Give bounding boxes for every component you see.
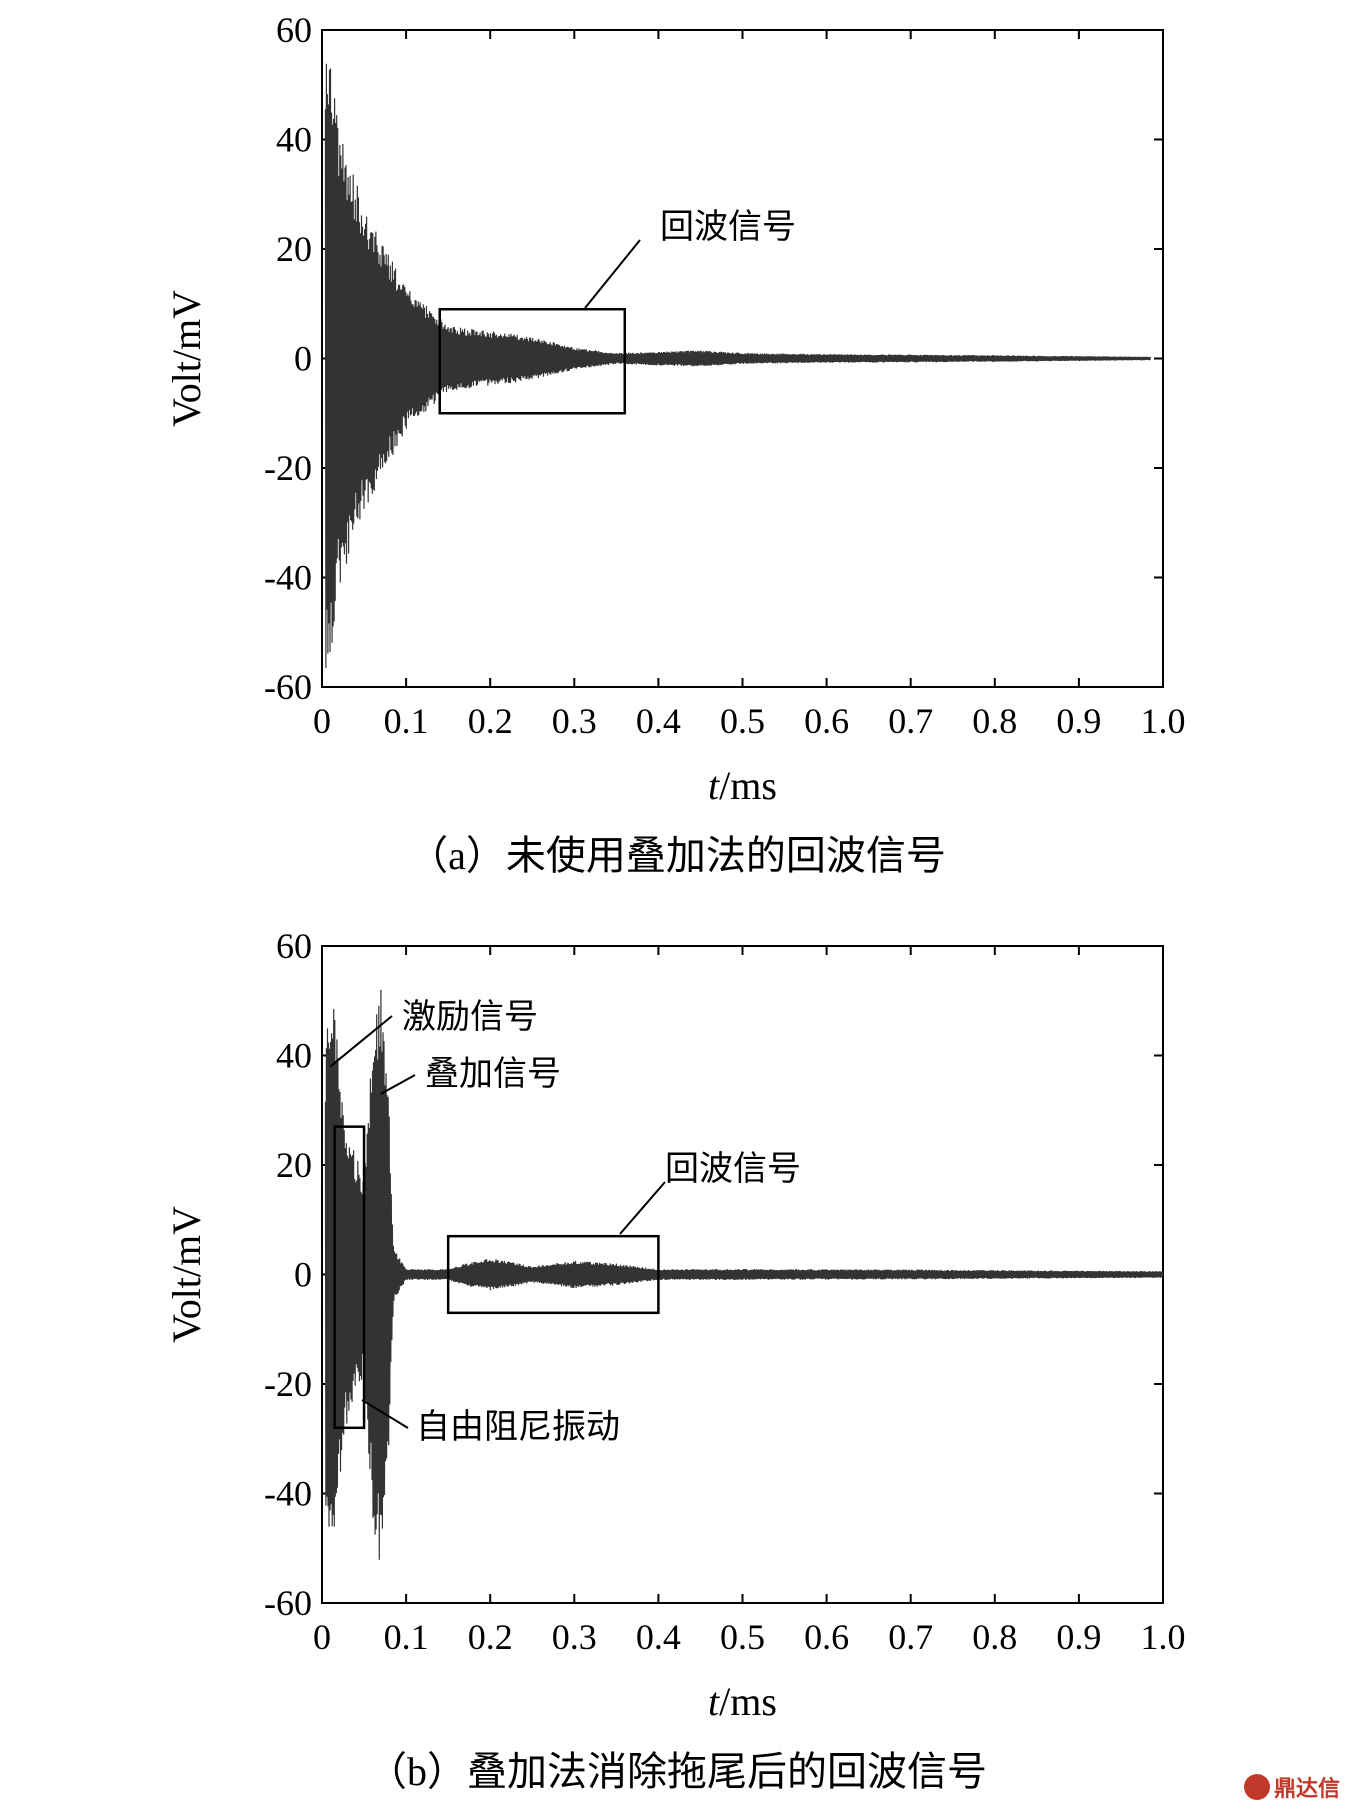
watermark: 鼎达信 xyxy=(1243,1771,1340,1803)
x-axis-title: t/ms xyxy=(708,763,777,808)
x-tick-label: 0.6 xyxy=(804,1617,849,1657)
x-tick-label: 0.2 xyxy=(468,701,513,741)
y-tick-label: 40 xyxy=(276,1036,312,1076)
annotation-label: 自由阻尼振动 xyxy=(416,1407,620,1447)
x-tick-label: 0.8 xyxy=(972,1617,1017,1657)
x-tick-label: 0.9 xyxy=(1056,1617,1101,1657)
annotation-box xyxy=(333,1125,366,1430)
annotation-box xyxy=(446,1234,660,1315)
annotation-label: 激励信号 xyxy=(402,997,538,1037)
x-tick-label: 0.5 xyxy=(720,701,765,741)
watermark-text: 鼎达信 xyxy=(1273,1777,1340,1802)
x-tick-label: 0.3 xyxy=(552,701,597,741)
chart-panel-b: 0 0.1 0.2 0.3 0.4 0.5 0.6 0.7 0.8 0.9 1.0 -60 -40 -20… xyxy=(0,910,1354,1810)
annotation-leader xyxy=(329,1015,393,1068)
x-tick-label: 0.5 xyxy=(720,1617,765,1657)
y-tick-label: -20 xyxy=(264,1364,312,1404)
y-tick-label: 20 xyxy=(276,1145,312,1185)
figure-caption: （a）未使用叠加法的回波信号 xyxy=(408,833,946,878)
x-tick-label: 0.3 xyxy=(552,1617,597,1657)
annotation-label: 回波信号 xyxy=(660,207,796,247)
x-tick-label: 0 xyxy=(313,701,331,741)
watermark-logo-icon xyxy=(1243,1774,1270,1800)
y-tick-label: 20 xyxy=(276,229,312,269)
x-tick-label: 1.0 xyxy=(1141,1617,1186,1657)
x-tick-label: 0.1 xyxy=(384,701,429,741)
y-tick-label: 0 xyxy=(294,1255,312,1295)
x-tick-label: 0.4 xyxy=(636,701,681,741)
x-tick-label: 1.0 xyxy=(1141,701,1186,741)
x-tick-label: 0.8 xyxy=(972,701,1017,741)
annotation-leader xyxy=(361,1399,409,1429)
signal-series xyxy=(324,63,1151,668)
y-tick-label: -40 xyxy=(264,558,312,598)
annotation-leader xyxy=(619,1181,666,1235)
y-tick-label: -20 xyxy=(264,448,312,488)
annotation-leader xyxy=(584,239,641,309)
x-tick-label: 0.4 xyxy=(636,1617,681,1657)
y-tick-label: -60 xyxy=(264,1583,312,1623)
y-tick-label: 40 xyxy=(276,120,312,160)
chart-b: 0 0.1 0.2 0.3 0.4 0.5 0.6 0.7 0.8 0.9 1.0 -60 -40 -20… xyxy=(164,926,1186,1794)
signal-series xyxy=(324,989,1164,1560)
annotation-label: 叠加信号 xyxy=(425,1054,561,1094)
y-tick-label: 60 xyxy=(276,10,312,50)
x-tick-label: 0.9 xyxy=(1056,701,1101,741)
x-tick-label: 0.2 xyxy=(468,1617,513,1657)
annotation-box xyxy=(438,307,627,415)
x-tick-label: 0 xyxy=(313,1617,331,1657)
x-axis-title: t/ms xyxy=(708,1679,777,1724)
y-tick-label: -60 xyxy=(264,667,312,707)
y-tick-label: 60 xyxy=(276,926,312,966)
x-tick-label: 0.6 xyxy=(804,701,849,741)
y-axis-title: Volt/mV xyxy=(164,1206,209,1343)
y-axis-title: Volt/mV xyxy=(164,290,209,427)
y-tick-label: 0 xyxy=(294,339,312,379)
annotation-leader xyxy=(380,1074,416,1095)
x-tick-label: 0.7 xyxy=(888,1617,933,1657)
y-tick-label: -40 xyxy=(264,1474,312,1514)
x-tick-label: 0.1 xyxy=(384,1617,429,1657)
figure-caption: （b）叠加法消除拖尾后的回波信号 xyxy=(367,1749,987,1794)
chart-a: 0 0.1 0.2 0.3 0.4 0.5 0.6 0.7 0.8 0.9 1.0 -60 -40 -20… xyxy=(164,10,1186,878)
annotation-label: 回波信号 xyxy=(665,1149,801,1189)
x-tick-label: 0.7 xyxy=(888,701,933,741)
chart-panel-a: 0 0.1 0.2 0.3 0.4 0.5 0.6 0.7 0.8 0.9 1.0 -60 -40 -20… xyxy=(0,0,1354,900)
